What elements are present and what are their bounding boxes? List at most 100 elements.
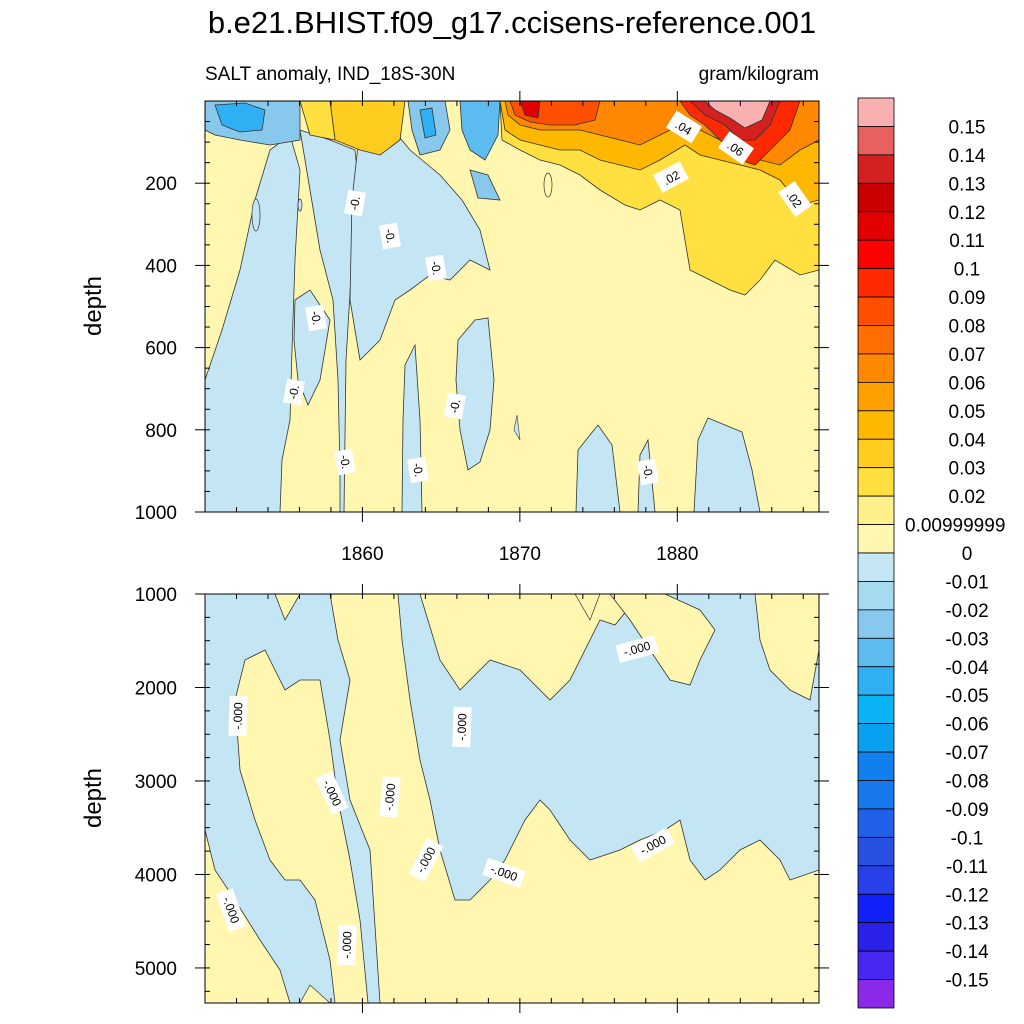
colorbar-label: -0.07 [945, 743, 988, 764]
colorbar-swatch [857, 381, 895, 412]
upper-pos-region [299, 101, 336, 141]
colorbar-swatch [857, 325, 895, 355]
lower-panel: -.000 -.000 -.000 -.000 -.000 -.000 -.00… [80, 584, 829, 1013]
colorbar-swatch [857, 950, 895, 980]
contour-label: -0. [428, 260, 444, 276]
y-tick-label: 1000 [135, 503, 177, 524]
colorbar-label: -0.14 [945, 942, 989, 963]
contour-label: -.000 [340, 931, 355, 959]
colorbar-swatch [857, 126, 895, 156]
colorbar-label: 0.08 [949, 317, 986, 338]
upper-x-ticks: 1860 1870 1880 [235, 91, 804, 565]
lower-pos-region [299, 984, 331, 1003]
upper-neg-region [205, 101, 301, 512]
colorbar-swatch [857, 353, 895, 383]
lower-neg-region [234, 649, 369, 1003]
chart-title: b.e21.BHIST.f09_g17.ccisens-reference.00… [208, 5, 816, 40]
colorbar-swatch [857, 97, 895, 127]
colorbar-label: -0.02 [945, 601, 988, 622]
y-tick-label: 600 [145, 339, 177, 360]
colorbar-label: 0.05 [949, 402, 986, 423]
colorbar-swatch [857, 723, 895, 753]
lower-plot-area [205, 594, 819, 1003]
x-tick-label: 1870 [499, 544, 541, 565]
y-tick-label: 3000 [135, 772, 177, 793]
x-tick-label: 1860 [341, 544, 383, 565]
colorbar-swatch [857, 609, 895, 639]
contour-label: -0. [308, 310, 324, 326]
colorbar-label: 0.11 [949, 231, 985, 252]
colorbar-label: -0.12 [945, 885, 988, 906]
upper-neg-region [419, 107, 437, 139]
upper-neg-region [469, 169, 501, 201]
y-tick-label: 5000 [135, 959, 177, 980]
colorbar-swatch [857, 239, 895, 270]
colorbar-swatch [857, 979, 895, 1009]
colorbar-swatch [857, 182, 895, 213]
colorbar-swatch [857, 438, 895, 469]
upper-panel: .04 .06 .02 .02 -0. -0. -0. -0. -0. -0. … [80, 91, 829, 565]
upper-neg-region [299, 129, 361, 512]
colorbar-label: 0.03 [949, 459, 986, 480]
colorbar-swatch [857, 751, 895, 781]
upper-pos-region [543, 172, 553, 198]
upper-contour-labels: .04 .06 .02 .02 -0. -0. -0. -0. -0. -0. … [283, 110, 812, 486]
upper-neg-region [693, 417, 761, 512]
y-tick-label: 2000 [135, 678, 177, 699]
lower-pos-region [609, 594, 716, 686]
upper-pos-region [519, 101, 541, 119]
colorbar-swatch [857, 581, 895, 611]
colorbar-label: -0.15 [945, 971, 988, 992]
contour-label: -0. [286, 384, 302, 400]
colorbar-label: -0.04 [945, 658, 989, 679]
colorbar-swatch [857, 865, 895, 895]
colorbar-label: -0.01 [945, 572, 988, 593]
colorbar-label: -0.11 [946, 857, 988, 878]
colorbar-swatch [857, 211, 895, 241]
colorbar-swatch [857, 552, 895, 582]
colorbar-swatch [857, 524, 895, 554]
contour-label: -0. [640, 464, 656, 480]
upper-neg-region [214, 102, 266, 133]
upper-neg-region [575, 424, 621, 512]
contour-label: -0. [382, 228, 398, 244]
colorbar-label: -0.09 [945, 800, 988, 821]
colorbar-label: -0.03 [945, 629, 988, 650]
lower-y-ticks: 1000 2000 3000 4000 5000 [135, 585, 829, 992]
colorbar-label: 0.04 [949, 430, 986, 451]
lower-ylabel: depth [80, 768, 107, 828]
subtitle-left: SALT anomaly, IND_18S-30N [205, 64, 455, 85]
y-tick-label: 400 [145, 256, 177, 277]
colorbar-label: -0.1 [951, 828, 984, 849]
upper-neg-region [297, 198, 303, 212]
upper-neg-region [251, 198, 261, 232]
colorbar-swatch [857, 296, 895, 326]
y-tick-label: 4000 [135, 865, 177, 886]
colorbar-label: 0.12 [949, 203, 986, 224]
contour-label: -0. [347, 195, 363, 211]
colorbar-label: -0.05 [945, 686, 988, 707]
colorbar-label: -0.06 [945, 715, 988, 736]
lower-pos-region [574, 594, 601, 621]
colorbar-label: 0.06 [949, 373, 986, 394]
contour-label: -0. [337, 454, 353, 470]
y-tick-label: 200 [145, 174, 177, 195]
upper-pos-region [704, 101, 771, 129]
colorbar-label: 0.07 [949, 345, 986, 366]
contour-label: -0. [447, 398, 463, 414]
contour-label: -.000 [382, 782, 398, 811]
y-tick-label: 800 [145, 421, 177, 442]
lower-frame [204, 593, 820, 1004]
colorbar-swatch [857, 666, 895, 696]
upper-plot-area [205, 101, 819, 512]
colorbar-swatch [857, 694, 895, 725]
colorbar-swatch [857, 922, 895, 952]
colorbar-swatch [857, 836, 895, 867]
colorbar-swatch [857, 410, 895, 440]
colorbar-label: 0.00999999 [905, 516, 1005, 537]
upper-neg-region [349, 109, 491, 361]
colorbar-swatch [857, 467, 895, 497]
colorbar: 0.15 0.14 0.13 0.12 0.11 0.1 0.09 0.08 0.07 0.06 0… [857, 97, 1005, 1009]
colorbar-label: 0.09 [949, 288, 986, 309]
